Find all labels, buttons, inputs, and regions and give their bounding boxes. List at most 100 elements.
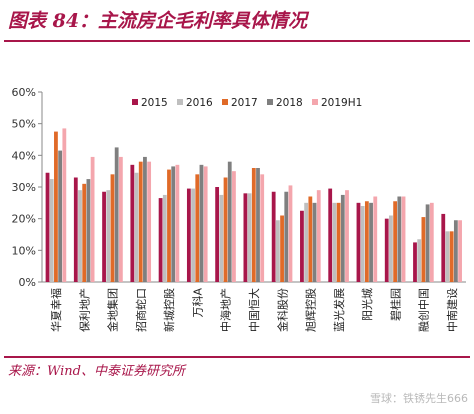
bar xyxy=(138,161,143,282)
bar xyxy=(243,193,248,282)
y-tick-label: 10% xyxy=(12,244,36,257)
title-divider xyxy=(4,40,470,42)
legend: 2015 2016 2017 2018 2019H1 xyxy=(132,97,362,109)
bar xyxy=(328,188,333,282)
bar xyxy=(360,206,365,282)
bar xyxy=(227,161,232,282)
category-label: 新城控股 xyxy=(162,288,176,332)
bar xyxy=(158,198,163,282)
bars-area xyxy=(45,128,462,282)
bar xyxy=(369,202,373,282)
bar xyxy=(130,164,135,282)
legend-swatch xyxy=(267,99,273,105)
bar xyxy=(393,201,398,282)
bar xyxy=(199,164,204,282)
y-tick-label: 0% xyxy=(19,276,36,289)
bar xyxy=(118,156,123,282)
x-axis-labels: 华夏幸福 保利地产 金地集团 招商蛇口 新城控股 万科A 中海地产 中国恒大 金科股份 旭辉控股蓝… xyxy=(49,288,459,332)
bar xyxy=(90,156,95,282)
bar xyxy=(453,220,458,282)
category-label: 碧桂园 xyxy=(388,288,402,321)
bar xyxy=(167,169,171,282)
bar xyxy=(312,202,317,282)
bar xyxy=(186,188,191,282)
bar xyxy=(114,147,119,282)
legend-swatch xyxy=(177,99,183,105)
bar xyxy=(110,174,115,282)
category-label: 保利地产 xyxy=(77,288,91,332)
bar xyxy=(336,202,341,282)
y-tick-label: 30% xyxy=(12,181,36,194)
category-label: 招商蛇口 xyxy=(134,288,148,332)
bar xyxy=(147,161,152,282)
bar xyxy=(300,210,304,282)
category-label: 中海地产 xyxy=(219,288,233,332)
bar xyxy=(373,196,378,282)
bar xyxy=(175,164,180,282)
bar xyxy=(389,215,393,282)
bar xyxy=(364,201,369,282)
bar xyxy=(58,150,63,282)
category-label: 金地集团 xyxy=(106,288,120,332)
bar xyxy=(86,179,91,282)
bar xyxy=(134,172,139,282)
bar xyxy=(356,202,361,282)
bar xyxy=(401,196,406,282)
bar xyxy=(445,231,450,282)
bar xyxy=(78,190,82,282)
footer-divider xyxy=(4,356,470,358)
legend-swatch xyxy=(132,99,138,105)
bar xyxy=(413,242,417,282)
bar xyxy=(251,168,256,282)
legend-label: 2017 xyxy=(231,97,258,109)
bar xyxy=(275,220,280,282)
bar xyxy=(45,172,50,282)
bar xyxy=(441,213,446,282)
bar xyxy=(304,202,309,282)
legend-label: 2019H1 xyxy=(321,97,362,109)
bar xyxy=(332,202,337,282)
category-label: 华夏幸福 xyxy=(49,288,63,332)
bar xyxy=(425,204,430,282)
bar xyxy=(345,190,349,282)
bar xyxy=(82,183,87,282)
category-label: 融创中国 xyxy=(418,288,431,332)
category-label: 万科A xyxy=(190,288,204,318)
bar xyxy=(340,194,345,282)
bar xyxy=(232,171,236,282)
bar xyxy=(449,231,454,282)
chart-title: 图表 84：主流房企毛利率具体情况 xyxy=(8,10,308,32)
bar xyxy=(106,190,111,282)
bar xyxy=(54,131,58,282)
bar xyxy=(458,220,462,282)
bar xyxy=(280,215,284,282)
bar xyxy=(102,191,106,282)
bar xyxy=(219,194,224,282)
bar xyxy=(171,166,176,282)
bar xyxy=(49,179,54,282)
bar xyxy=(316,190,321,282)
bar xyxy=(162,194,167,282)
bar xyxy=(384,218,389,282)
legend-label: 2016 xyxy=(186,97,213,109)
bar xyxy=(223,177,228,282)
y-tick-label: 50% xyxy=(12,118,36,131)
category-label: 中南建设 xyxy=(445,288,459,332)
bar xyxy=(417,239,422,282)
source-note: 来源：Wind、中泰证券研究所 xyxy=(8,364,185,379)
bar xyxy=(397,196,402,282)
legend-swatch xyxy=(312,99,318,105)
category-label: 阳光城 xyxy=(360,288,374,321)
bar xyxy=(247,193,252,282)
y-tick-label: 40% xyxy=(12,149,36,162)
y-tick-label: 60% xyxy=(12,86,36,99)
bar xyxy=(308,196,313,282)
bar xyxy=(143,156,147,282)
bar xyxy=(288,185,293,282)
bar xyxy=(62,128,67,282)
bar xyxy=(271,191,276,282)
bar xyxy=(260,174,265,282)
watermark: 雪球：铁锈先生666 xyxy=(370,392,468,405)
bar xyxy=(203,166,208,282)
